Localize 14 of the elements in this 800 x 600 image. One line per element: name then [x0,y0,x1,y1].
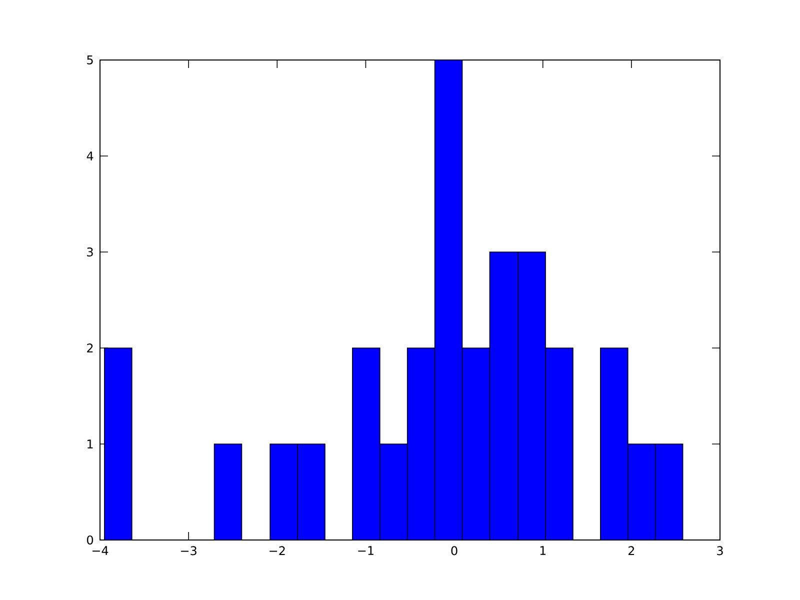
y-tick-label: 5 [87,56,93,64]
y-tick-label: 1 [88,440,93,448]
x-tick-label: 3 [717,546,723,556]
x-tick-label: 0 [451,546,458,556]
x-tick-label: −3 [181,546,196,556]
x-tick-label: −1 [358,546,374,555]
x-tick-label: 2 [628,546,634,556]
y-tick-label: 0 [87,535,94,545]
y-tick-label: 4 [86,152,94,160]
x-tick-label: −4 [92,546,108,555]
y-tick-label: 2 [87,344,93,352]
y-tick-label: 3 [87,247,93,257]
x-tick-label: −2 [270,546,285,556]
x-tick-label: 1 [540,546,546,555]
